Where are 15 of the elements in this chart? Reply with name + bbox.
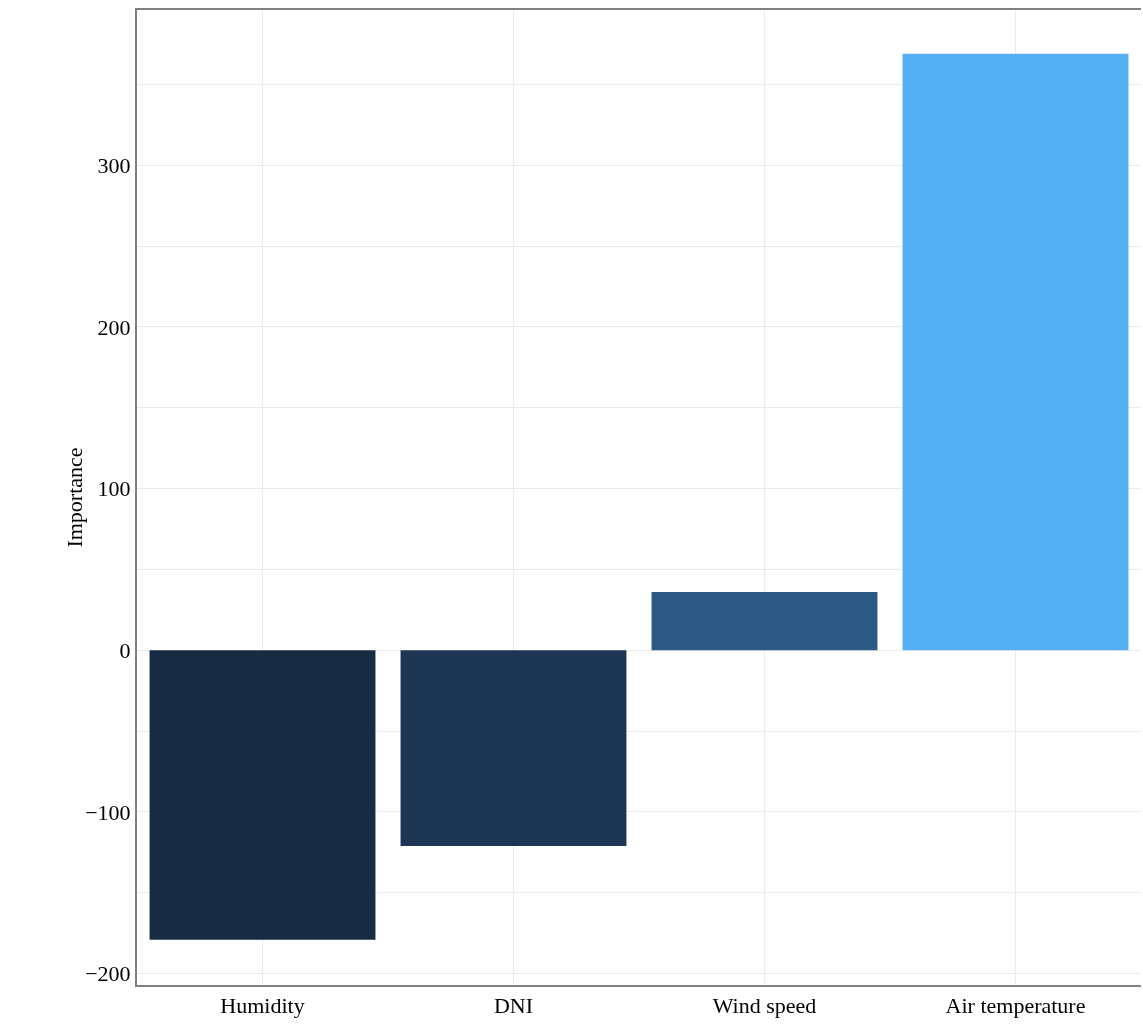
- y-tick-label: 0: [119, 638, 131, 663]
- bar: [651, 592, 878, 651]
- bar: [149, 650, 376, 940]
- y-axis-title: Importance: [62, 447, 87, 548]
- x-tick-label: Air temperature: [945, 993, 1086, 1019]
- x-tick-label: Wind speed: [712, 993, 817, 1019]
- bar: [400, 650, 627, 846]
- x-tick-label: Humidity: [220, 993, 305, 1019]
- y-tick-label: −100: [85, 799, 131, 825]
- y-tick-label: 100: [97, 476, 131, 502]
- x-tick-label: DNI: [493, 993, 534, 1019]
- y-tick-label: −200: [85, 961, 131, 987]
- y-tick-label: 200: [97, 314, 131, 340]
- bar: [902, 53, 1129, 651]
- y-tick-label: 300: [97, 152, 131, 178]
